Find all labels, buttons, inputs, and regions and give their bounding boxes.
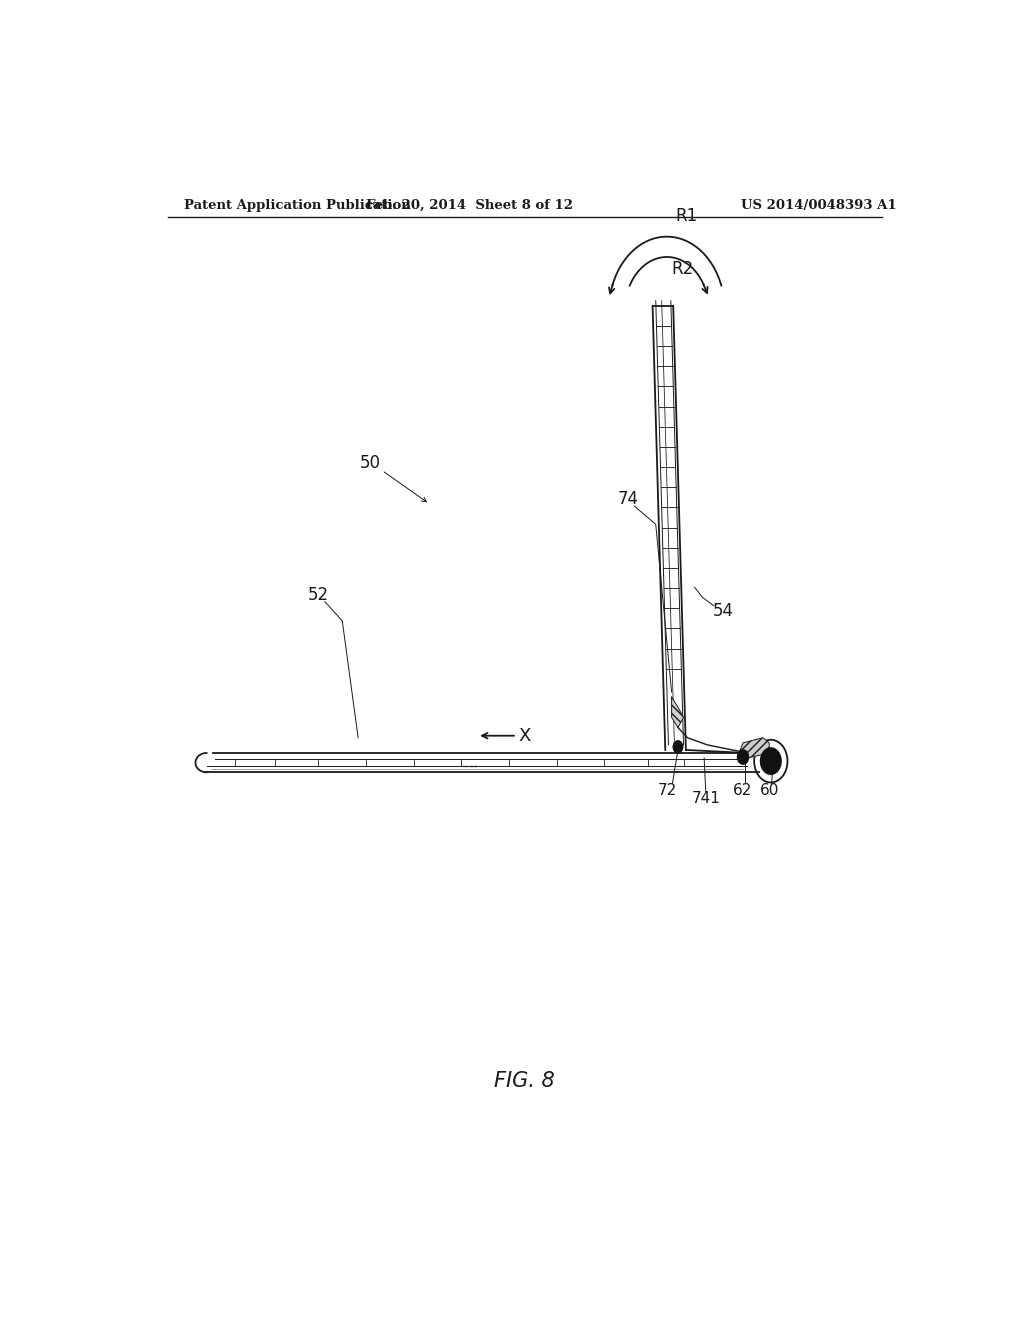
Text: X: X (518, 727, 531, 744)
Text: US 2014/0048393 A1: US 2014/0048393 A1 (740, 198, 896, 211)
Text: 741: 741 (691, 791, 720, 807)
Text: 60: 60 (760, 783, 779, 799)
Text: FIG. 8 B: FIG. 8 B (461, 766, 477, 770)
Circle shape (737, 750, 749, 764)
Text: Patent Application Publication: Patent Application Publication (183, 198, 411, 211)
Text: 72: 72 (658, 783, 677, 799)
Text: 50: 50 (359, 454, 381, 473)
Polygon shape (739, 738, 769, 758)
Text: 52: 52 (308, 586, 329, 605)
Text: R1: R1 (676, 207, 697, 226)
Text: 54: 54 (713, 602, 734, 619)
Text: R2: R2 (672, 260, 694, 279)
Text: 74: 74 (617, 490, 639, 508)
Circle shape (761, 748, 781, 775)
Text: Feb. 20, 2014  Sheet 8 of 12: Feb. 20, 2014 Sheet 8 of 12 (366, 198, 572, 211)
Circle shape (673, 741, 683, 752)
Text: FIG. 8: FIG. 8 (495, 1072, 555, 1092)
Polygon shape (672, 697, 684, 727)
Text: 62: 62 (733, 783, 753, 799)
